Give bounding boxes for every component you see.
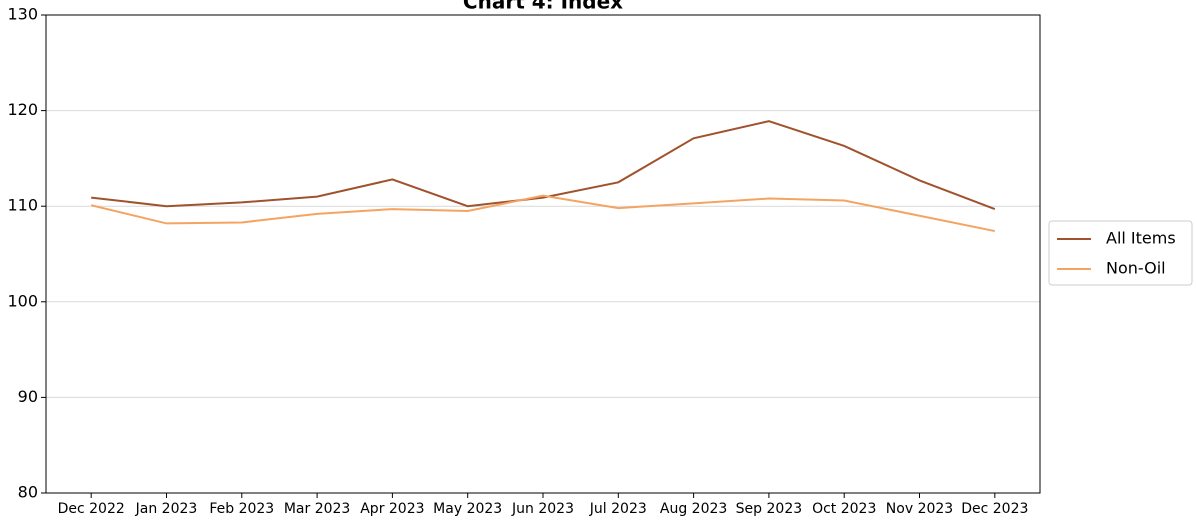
legend-label: All Items <box>1106 229 1176 248</box>
x-tick-label: Aug 2023 <box>660 501 727 517</box>
x-tick-label: Dec 2022 <box>58 501 125 517</box>
x-tick-label: Jul 2023 <box>589 501 647 517</box>
x-tick-label: Jan 2023 <box>135 501 198 517</box>
x-tick-label: Oct 2023 <box>812 501 876 517</box>
y-tick-label: 120 <box>7 100 38 119</box>
y-tick-label: 80 <box>18 483 38 502</box>
y-tick-label: 100 <box>7 291 38 310</box>
x-tick-label: Nov 2023 <box>886 501 953 517</box>
y-tick-label: 130 <box>7 5 38 24</box>
x-tick-label: Mar 2023 <box>284 501 351 517</box>
legend-label: Non-Oil <box>1106 259 1166 278</box>
line-series <box>90 194 996 233</box>
chart-title: Chart 4: Index <box>463 0 623 14</box>
x-tick-label: May 2023 <box>433 501 502 517</box>
x-tick-label: Feb 2023 <box>209 501 274 517</box>
plot-frame <box>45 14 1041 494</box>
line-series <box>91 120 996 211</box>
x-tick-label: Sep 2023 <box>736 501 802 517</box>
y-tick-label: 110 <box>7 196 38 215</box>
y-tick-label: 90 <box>18 387 38 406</box>
x-tick-label: Jun 2023 <box>511 501 574 517</box>
x-tick-label: Apr 2023 <box>360 501 424 517</box>
x-tick-label: Dec 2023 <box>961 501 1028 517</box>
